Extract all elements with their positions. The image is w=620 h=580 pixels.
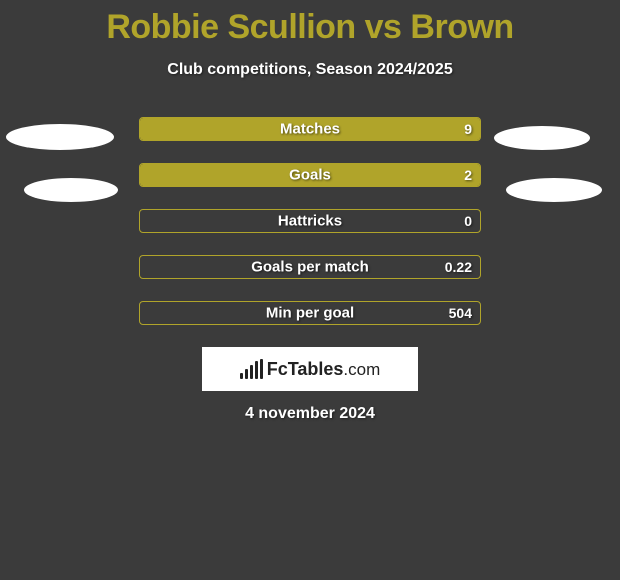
logo-name: FcTables <box>267 359 344 379</box>
snapshot-date: 4 november 2024 <box>0 405 620 423</box>
stat-label: Min per goal <box>266 305 354 322</box>
stat-label: Goals per match <box>251 259 369 276</box>
stat-row-goals: Goals 2 <box>0 163 620 187</box>
stat-row-hattricks: Hattricks 0 <box>0 209 620 233</box>
page-title: Robbie Scullion vs Brown <box>0 0 620 47</box>
logo-bars-icon <box>240 359 263 379</box>
fctables-logo: FcTables.com <box>202 347 418 391</box>
bar-track: Min per goal 504 <box>139 301 481 325</box>
logo-suffix: .com <box>343 360 380 379</box>
stat-row-min-per-goal: Min per goal 504 <box>0 301 620 325</box>
bar-track: Hattricks 0 <box>139 209 481 233</box>
stat-label: Matches <box>280 121 340 138</box>
bar-track: Goals per match 0.22 <box>139 255 481 279</box>
stat-value: 9 <box>464 121 472 137</box>
page-subtitle: Club competitions, Season 2024/2025 <box>0 61 620 79</box>
stat-value: 0 <box>464 213 472 229</box>
stat-label: Goals <box>289 167 331 184</box>
bar-track: Matches 9 <box>139 117 481 141</box>
stat-value: 0.22 <box>445 259 472 275</box>
logo-text: FcTables.com <box>267 359 381 380</box>
bar-track: Goals 2 <box>139 163 481 187</box>
stat-value: 2 <box>464 167 472 183</box>
stat-row-matches: Matches 9 <box>0 117 620 141</box>
stat-label: Hattricks <box>278 213 342 230</box>
stat-value: 504 <box>449 305 472 321</box>
stat-row-goals-per-match: Goals per match 0.22 <box>0 255 620 279</box>
